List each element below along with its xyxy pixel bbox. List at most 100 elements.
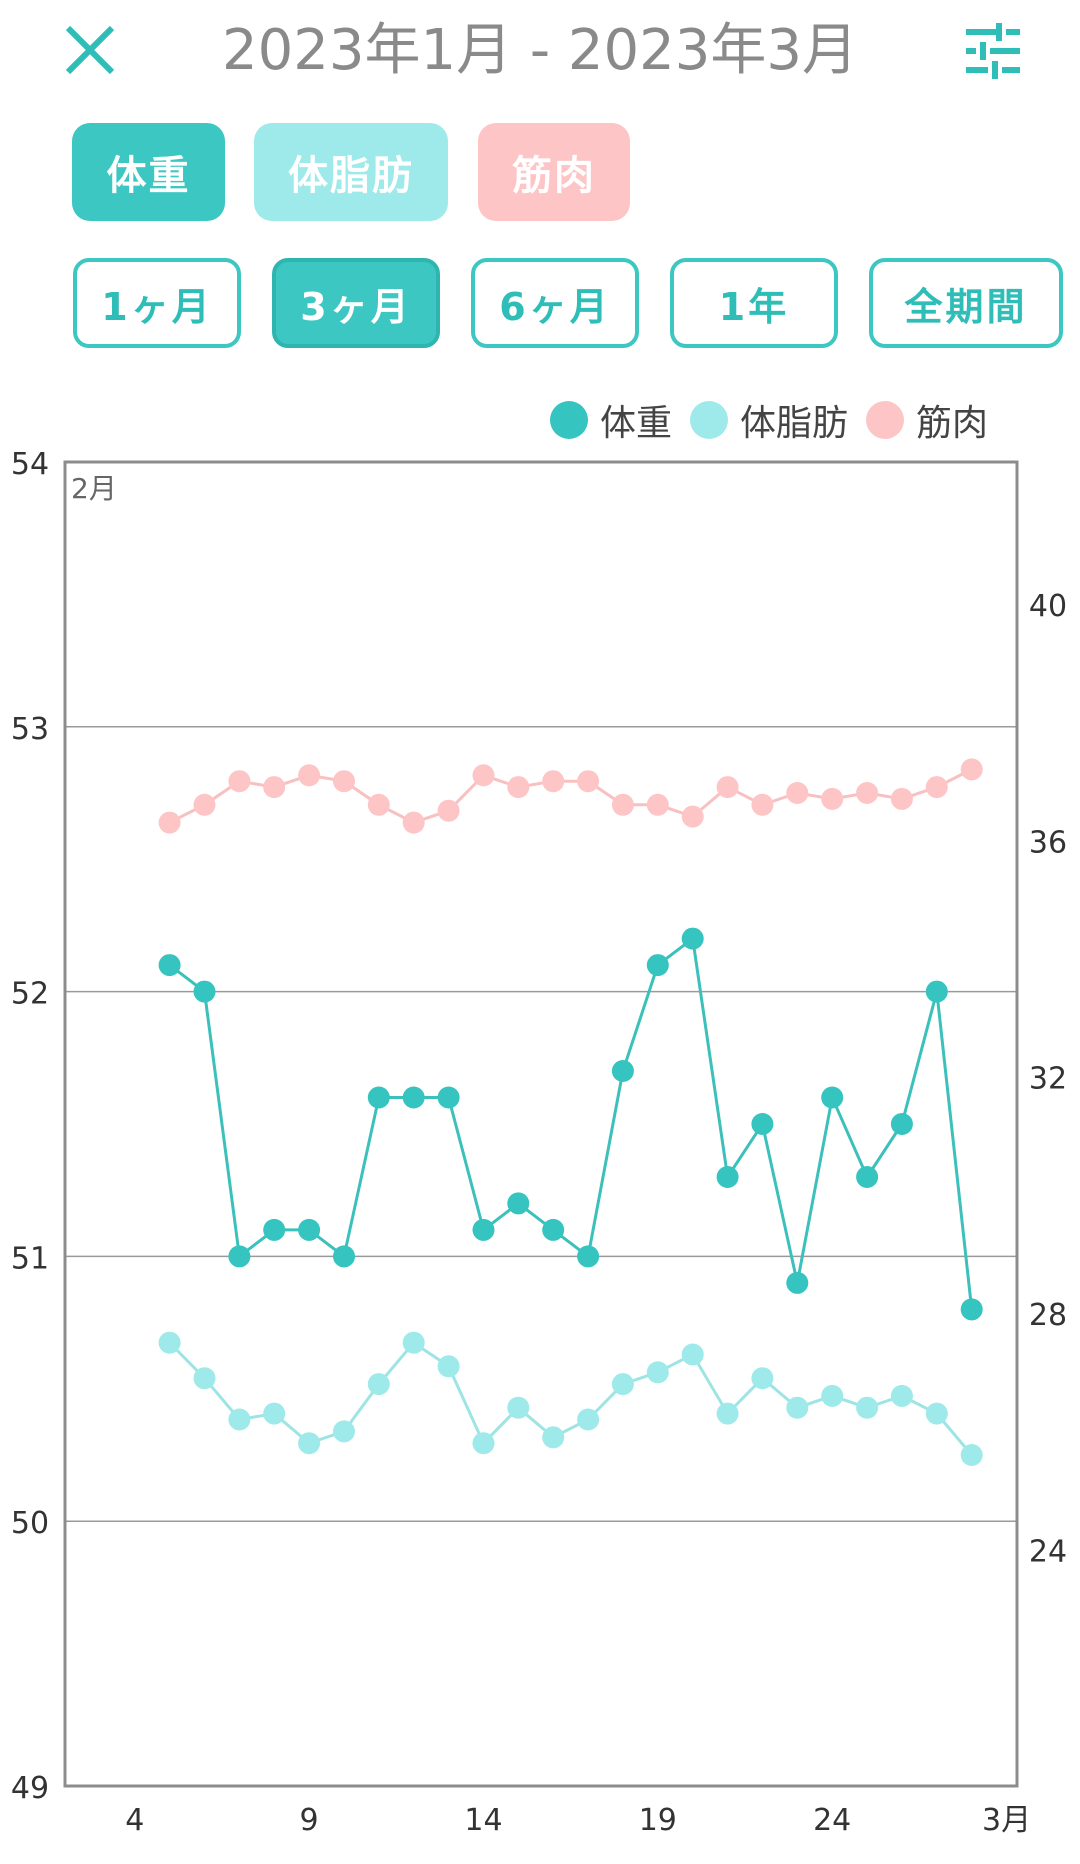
data-point-muscle	[193, 793, 216, 816]
data-point-weight	[367, 1086, 390, 1109]
y-left-tick-label: 50	[11, 1506, 49, 1541]
data-point-weight	[193, 980, 216, 1003]
data-point-weight	[507, 1192, 530, 1215]
data-point-body-fat	[507, 1396, 530, 1419]
tab-period-3-months[interactable]: 3ヶ月	[272, 258, 440, 348]
data-point-weight	[402, 1086, 425, 1109]
data-point-weight	[960, 1298, 983, 1321]
data-point-muscle	[507, 776, 530, 799]
data-point-weight	[263, 1218, 286, 1241]
legend-label-muscle: 筋肉	[916, 403, 989, 444]
data-point-muscle	[298, 764, 321, 787]
month-label: 2月	[71, 472, 117, 505]
tab-period-1-year[interactable]: 1年	[670, 258, 838, 348]
tab-weight[interactable]: 体重	[72, 123, 225, 221]
data-point-body-fat	[890, 1384, 913, 1407]
x-tick-label: 24	[813, 1803, 851, 1838]
data-point-weight	[646, 954, 669, 977]
data-point-muscle	[681, 805, 704, 828]
data-point-weight	[821, 1086, 844, 1109]
data-point-weight	[786, 1271, 809, 1294]
data-point-body-fat	[333, 1420, 355, 1443]
data-point-body-fat	[646, 1361, 669, 1384]
data-point-muscle	[960, 758, 983, 781]
data-point-muscle	[402, 811, 425, 834]
legend-dot-weight	[550, 401, 588, 439]
data-point-muscle	[890, 787, 913, 810]
data-point-muscle	[472, 764, 495, 787]
legend-item-body-fat: 体脂肪	[690, 394, 848, 446]
data-point-muscle	[925, 776, 948, 799]
data-point-muscle	[333, 770, 355, 793]
legend-item-muscle: 筋肉	[866, 394, 988, 446]
y-right-tick-label: 40	[1029, 589, 1067, 624]
data-type-tabs: 体重 体脂肪 筋肉	[0, 123, 1080, 223]
legend-item-weight: 体重	[550, 394, 672, 446]
series-layer	[158, 758, 983, 1466]
x-tick-label: 3月	[982, 1803, 1031, 1838]
data-point-weight	[577, 1245, 600, 1268]
data-point-weight	[856, 1166, 879, 1188]
data-point-body-fat	[367, 1373, 390, 1396]
data-point-muscle	[577, 770, 600, 793]
y-left-tick-label: 51	[11, 1241, 49, 1276]
data-point-muscle	[367, 793, 390, 816]
data-point-body-fat	[751, 1367, 774, 1390]
data-point-weight	[298, 1218, 321, 1241]
data-point-body-fat	[611, 1373, 634, 1396]
y-right-tick-label: 28	[1029, 1298, 1067, 1333]
y-right-tick-label: 24	[1029, 1535, 1067, 1570]
y-right-tick-label: 32	[1029, 1062, 1067, 1097]
tab-body-fat[interactable]: 体脂肪	[254, 123, 448, 221]
tab-period-6-months[interactable]: 6ヶ月	[471, 258, 639, 348]
legend-label-weight: 体重	[600, 403, 673, 444]
data-point-body-fat	[577, 1408, 600, 1431]
data-point-muscle	[542, 770, 565, 793]
data-point-body-fat	[298, 1432, 321, 1455]
y-left-tick-label: 53	[11, 712, 49, 747]
data-point-weight	[228, 1245, 251, 1268]
plot-frame	[63, 460, 1019, 1788]
data-point-muscle	[716, 776, 739, 799]
data-point-weight	[611, 1060, 634, 1082]
data-point-body-fat	[263, 1402, 286, 1425]
close-button[interactable]	[62, 22, 118, 78]
legend-dot-muscle	[866, 401, 905, 439]
data-point-body-fat	[402, 1331, 425, 1354]
grid-layer	[65, 726, 1017, 1522]
tab-muscle[interactable]: 筋肉	[478, 123, 630, 221]
period-tabs: 1ヶ月 3ヶ月 6ヶ月 1年 全期間	[0, 258, 1080, 354]
data-point-body-fat	[786, 1396, 809, 1419]
settings-button[interactable]	[962, 20, 1024, 82]
data-point-body-fat	[681, 1343, 704, 1366]
data-point-muscle	[646, 793, 669, 816]
data-point-weight	[681, 927, 704, 950]
x-tick-label: 4	[125, 1803, 144, 1838]
x-tick-label: 19	[639, 1803, 677, 1838]
data-point-body-fat	[960, 1444, 983, 1466]
data-point-weight	[751, 1113, 774, 1135]
chart-legend: 体重 体脂肪 筋肉	[550, 395, 1006, 445]
data-point-muscle	[228, 770, 251, 793]
data-point-muscle	[437, 799, 460, 822]
data-point-muscle	[786, 782, 809, 804]
tab-period-all[interactable]: 全期間	[869, 258, 1063, 348]
y-left-tick-label: 52	[11, 977, 49, 1012]
data-point-body-fat	[193, 1367, 216, 1390]
header: 2023年1月 - 2023年3月	[0, 0, 1080, 110]
data-point-muscle	[158, 811, 181, 834]
data-point-body-fat	[716, 1402, 739, 1425]
page-title: 2023年1月 - 2023年3月	[221, 18, 859, 83]
data-point-weight	[716, 1166, 739, 1188]
data-point-muscle	[856, 782, 879, 804]
data-point-body-fat	[158, 1331, 181, 1354]
y-right-tick-label: 36	[1029, 825, 1067, 860]
data-point-muscle	[821, 787, 844, 810]
sliders-icon	[966, 23, 1020, 79]
tab-period-1-month[interactable]: 1ヶ月	[73, 258, 241, 348]
data-point-body-fat	[542, 1426, 565, 1449]
series-line-weight	[168, 935, 974, 1310]
x-tick-label: 14	[464, 1803, 502, 1838]
